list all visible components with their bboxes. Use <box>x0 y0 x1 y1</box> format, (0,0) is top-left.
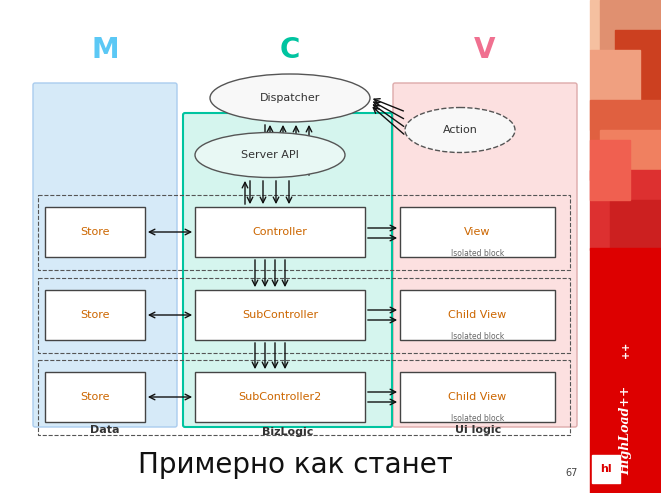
Bar <box>590 50 640 130</box>
Bar <box>592 455 620 483</box>
Text: Action: Action <box>443 125 477 135</box>
Bar <box>45 372 145 422</box>
Bar <box>615 30 661 130</box>
FancyBboxPatch shape <box>393 83 577 427</box>
Bar <box>400 207 555 257</box>
Text: Isolated block: Isolated block <box>451 414 504 423</box>
Text: Data: Data <box>91 425 120 435</box>
Bar <box>600 130 661 190</box>
Bar <box>590 0 661 50</box>
Bar <box>45 290 145 340</box>
Bar <box>195 372 365 422</box>
Text: View: View <box>464 227 490 237</box>
Bar <box>590 100 661 180</box>
Bar <box>400 372 555 422</box>
FancyBboxPatch shape <box>33 83 177 427</box>
Text: hl: hl <box>600 464 612 474</box>
Bar <box>610 200 661 255</box>
Text: Server API: Server API <box>241 150 299 160</box>
Ellipse shape <box>405 107 515 152</box>
Bar <box>590 248 661 493</box>
Ellipse shape <box>195 133 345 177</box>
Text: Controller: Controller <box>253 227 307 237</box>
Bar <box>195 207 365 257</box>
Ellipse shape <box>210 74 370 122</box>
Text: Child View: Child View <box>448 392 506 402</box>
Text: Isolated block: Isolated block <box>451 332 504 341</box>
Text: Примерно как станет: Примерно как станет <box>137 451 452 479</box>
FancyBboxPatch shape <box>183 113 392 427</box>
Text: ++: ++ <box>621 342 631 358</box>
Text: Store: Store <box>80 392 110 402</box>
Bar <box>600 0 661 80</box>
Text: C: C <box>280 36 300 64</box>
Text: SubController: SubController <box>242 310 318 320</box>
Bar <box>400 290 555 340</box>
Text: 67: 67 <box>566 468 578 478</box>
Bar <box>45 207 145 257</box>
Text: M: M <box>91 36 119 64</box>
Text: Store: Store <box>80 310 110 320</box>
Text: Dispatcher: Dispatcher <box>260 93 320 103</box>
Text: Isolated block: Isolated block <box>451 249 504 258</box>
Bar <box>590 140 630 200</box>
Text: V: V <box>474 36 496 64</box>
Text: Child View: Child View <box>448 310 506 320</box>
Text: Ui logic: Ui logic <box>455 425 501 435</box>
Text: Store: Store <box>80 227 110 237</box>
Text: BizLogic: BizLogic <box>262 427 314 437</box>
Bar <box>195 290 365 340</box>
Text: SubController2: SubController2 <box>239 392 322 402</box>
Bar <box>590 170 661 250</box>
Text: HighLoad++: HighLoad++ <box>619 386 633 475</box>
